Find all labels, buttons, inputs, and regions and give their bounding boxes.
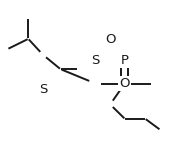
Text: P: P: [121, 54, 129, 67]
Text: O: O: [120, 77, 130, 90]
Text: S: S: [91, 54, 100, 67]
Text: O: O: [105, 33, 115, 46]
Text: S: S: [39, 83, 47, 96]
